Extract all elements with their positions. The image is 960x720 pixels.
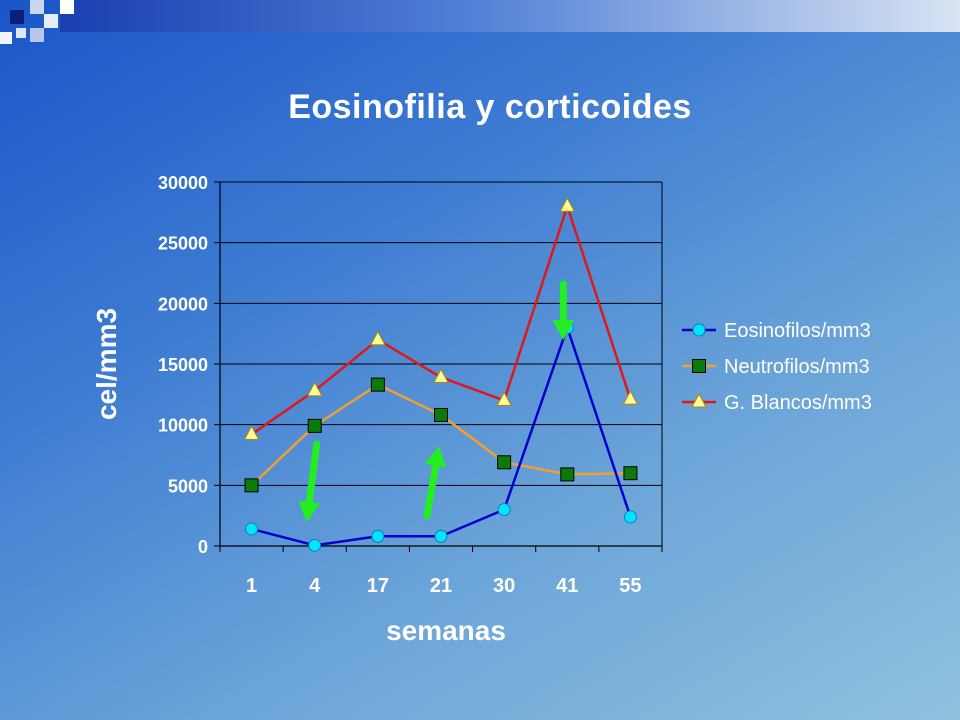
data-point [692, 359, 706, 373]
y-tick-label: 15000 [158, 355, 208, 375]
data-point [307, 418, 322, 433]
annotation-arrow-head [298, 500, 321, 522]
data-point [623, 466, 638, 481]
data-point [497, 455, 512, 470]
data-point [559, 197, 576, 212]
data-point [497, 503, 511, 517]
data-point [371, 529, 385, 543]
x-tick-label: 55 [619, 575, 641, 597]
header-decoration [0, 0, 960, 50]
data-point [243, 425, 260, 440]
annotation-arrow-shaft [423, 462, 440, 520]
deco-square [60, 0, 74, 14]
header-gradient-bar [60, 0, 960, 32]
annotation-arrow-shaft [305, 440, 321, 506]
x-tick-label: 41 [556, 575, 578, 597]
deco-square [44, 14, 58, 28]
x-tick-label: 30 [493, 575, 515, 597]
data-point [692, 323, 706, 337]
data-point [370, 330, 386, 346]
y-tick-label: 20000 [158, 294, 208, 314]
x-tick-label: 17 [367, 575, 389, 597]
data-point [560, 467, 575, 482]
data-point [244, 478, 259, 493]
annotation-arrow-head [424, 446, 447, 468]
legend-label: Eosinofilos/mm3 [724, 320, 871, 342]
data-point [434, 407, 448, 422]
y-tick-label: 30000 [158, 173, 208, 193]
deco-square [30, 0, 44, 14]
x-axis-label: semanas [386, 615, 506, 646]
data-point [306, 381, 323, 397]
deco-square [30, 28, 44, 42]
deco-square [10, 10, 24, 24]
data-point [434, 529, 448, 543]
data-point [370, 377, 385, 392]
x-tick-label: 1 [246, 575, 257, 597]
annotation-arrow-head [552, 320, 575, 340]
data-point [624, 510, 637, 524]
y-tick-label: 25000 [158, 234, 208, 254]
data-point [308, 538, 322, 552]
x-tick-label: 21 [430, 575, 452, 597]
slide-title: Eosinofilia y corticoides [288, 88, 692, 126]
data-point [691, 392, 707, 408]
legend-label: Neutrofilos/mm3 [724, 356, 870, 378]
deco-square [16, 28, 26, 38]
y-tick-label: 0 [198, 537, 208, 557]
data-point [496, 391, 512, 406]
y-tick-label: 10000 [158, 416, 208, 436]
data-point [245, 522, 258, 536]
x-tick-label: 4 [309, 575, 321, 597]
legend-label: G. Blancos/mm3 [724, 392, 872, 414]
y-tick-label: 5000 [168, 476, 208, 496]
data-point [622, 390, 639, 405]
deco-square [0, 32, 12, 44]
data-point [433, 368, 449, 383]
y-axis-label: cel/mm3 [91, 308, 122, 420]
